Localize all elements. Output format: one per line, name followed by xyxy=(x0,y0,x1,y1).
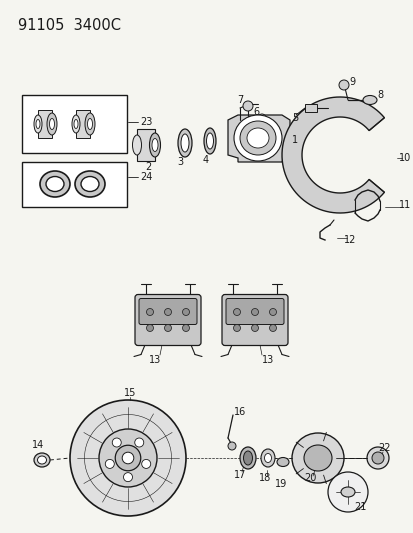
Circle shape xyxy=(182,309,189,316)
Circle shape xyxy=(251,309,258,316)
Text: 16: 16 xyxy=(233,407,246,417)
Text: 19: 19 xyxy=(274,479,287,489)
Text: 15: 15 xyxy=(123,388,136,398)
Circle shape xyxy=(146,325,153,332)
Ellipse shape xyxy=(371,452,383,464)
Ellipse shape xyxy=(50,118,55,130)
Circle shape xyxy=(257,114,266,122)
Text: 18: 18 xyxy=(258,473,271,483)
Text: 6: 6 xyxy=(252,107,259,117)
Circle shape xyxy=(228,442,235,450)
Ellipse shape xyxy=(240,447,255,469)
Circle shape xyxy=(105,459,114,469)
Text: 5: 5 xyxy=(291,113,297,123)
Text: 8: 8 xyxy=(376,90,382,100)
Ellipse shape xyxy=(87,118,92,130)
Ellipse shape xyxy=(38,456,46,464)
Circle shape xyxy=(70,400,185,516)
Circle shape xyxy=(338,80,348,90)
Ellipse shape xyxy=(72,115,80,133)
Ellipse shape xyxy=(81,176,99,191)
Ellipse shape xyxy=(243,451,252,465)
Circle shape xyxy=(251,325,258,332)
Text: 22: 22 xyxy=(378,443,390,453)
Circle shape xyxy=(134,438,143,447)
Circle shape xyxy=(269,325,276,332)
Text: 21: 21 xyxy=(353,502,366,512)
Ellipse shape xyxy=(149,133,160,157)
Text: 3: 3 xyxy=(176,157,183,167)
FancyBboxPatch shape xyxy=(225,298,283,325)
Ellipse shape xyxy=(47,113,57,135)
Text: 20: 20 xyxy=(303,473,316,483)
Circle shape xyxy=(122,452,133,464)
Circle shape xyxy=(164,325,171,332)
Bar xyxy=(38,110,52,138)
Ellipse shape xyxy=(366,447,388,469)
Text: 91105  3400C: 91105 3400C xyxy=(18,18,121,33)
Ellipse shape xyxy=(264,454,271,463)
Polygon shape xyxy=(228,115,289,162)
Ellipse shape xyxy=(34,453,50,467)
Ellipse shape xyxy=(74,119,78,128)
Bar xyxy=(137,129,154,161)
Ellipse shape xyxy=(132,135,141,155)
Ellipse shape xyxy=(233,115,281,161)
Ellipse shape xyxy=(178,129,192,157)
Text: 13: 13 xyxy=(149,355,161,365)
Ellipse shape xyxy=(303,445,331,471)
Ellipse shape xyxy=(206,133,213,149)
Ellipse shape xyxy=(276,457,288,466)
Bar xyxy=(76,110,90,138)
Ellipse shape xyxy=(36,119,40,128)
Text: 10: 10 xyxy=(398,153,410,163)
Circle shape xyxy=(269,309,276,316)
Circle shape xyxy=(164,309,171,316)
Ellipse shape xyxy=(362,95,376,104)
Circle shape xyxy=(242,101,252,111)
FancyBboxPatch shape xyxy=(221,295,287,345)
Circle shape xyxy=(141,459,150,469)
Text: 24: 24 xyxy=(140,172,152,182)
Ellipse shape xyxy=(260,449,274,467)
Ellipse shape xyxy=(180,134,189,152)
Circle shape xyxy=(123,473,132,482)
Text: 14: 14 xyxy=(32,440,44,450)
Text: 4: 4 xyxy=(202,155,209,165)
Ellipse shape xyxy=(85,113,95,135)
Bar xyxy=(304,104,316,112)
Ellipse shape xyxy=(291,433,343,483)
Text: 12: 12 xyxy=(343,235,355,245)
Ellipse shape xyxy=(240,121,275,155)
Circle shape xyxy=(115,445,140,471)
Circle shape xyxy=(233,309,240,316)
Ellipse shape xyxy=(247,128,268,148)
Ellipse shape xyxy=(75,171,105,197)
Text: 1: 1 xyxy=(291,135,297,145)
Polygon shape xyxy=(281,97,384,213)
Ellipse shape xyxy=(152,139,158,151)
Circle shape xyxy=(112,438,121,447)
Text: 9: 9 xyxy=(348,77,354,87)
Ellipse shape xyxy=(340,487,354,497)
Circle shape xyxy=(182,325,189,332)
Text: 11: 11 xyxy=(398,200,410,210)
Circle shape xyxy=(327,472,367,512)
Text: 7: 7 xyxy=(236,95,242,105)
Ellipse shape xyxy=(204,128,216,154)
Ellipse shape xyxy=(40,171,70,197)
Text: 13: 13 xyxy=(261,355,273,365)
Bar xyxy=(22,162,127,207)
Bar xyxy=(22,95,127,153)
Text: 2: 2 xyxy=(145,162,151,172)
Circle shape xyxy=(233,325,240,332)
Text: 23: 23 xyxy=(140,117,152,127)
Circle shape xyxy=(99,429,157,487)
Ellipse shape xyxy=(46,176,64,191)
FancyBboxPatch shape xyxy=(135,295,201,345)
Ellipse shape xyxy=(34,115,42,133)
Text: 17: 17 xyxy=(233,470,246,480)
Circle shape xyxy=(146,309,153,316)
FancyBboxPatch shape xyxy=(139,298,197,325)
